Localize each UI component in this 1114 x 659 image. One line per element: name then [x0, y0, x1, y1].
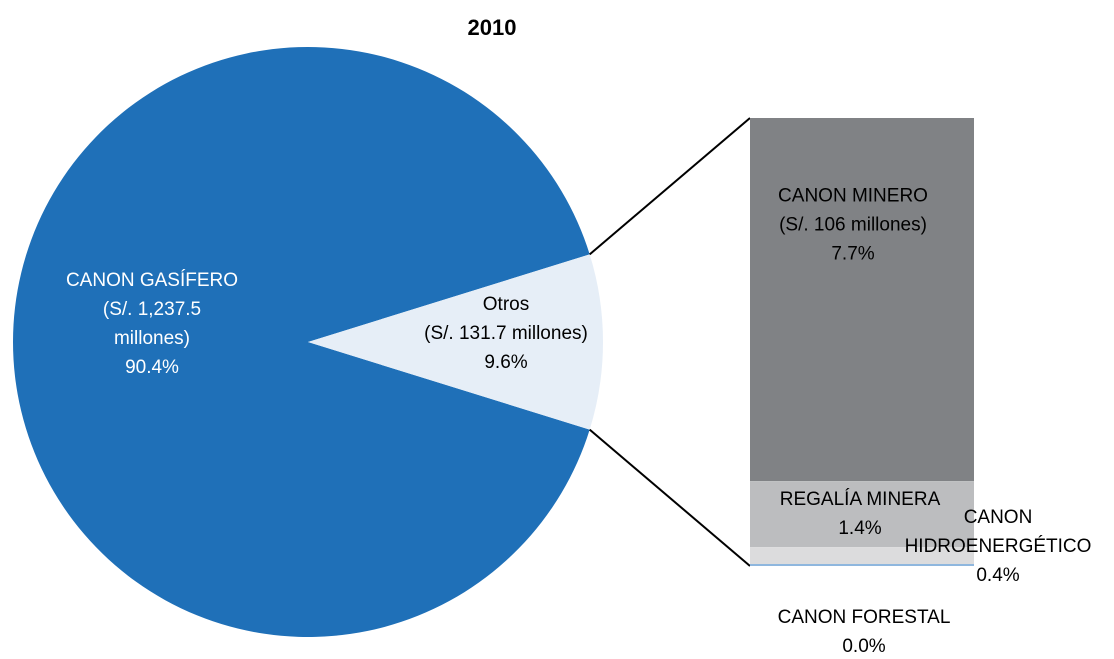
label-regalia-minera: REGALÍA MINERA 1.4% [780, 489, 941, 539]
bar-segment-canon-minero [750, 118, 974, 482]
label-otros-line: (S/. 131.7 millones) [424, 323, 588, 344]
bar-segment-canon-forestal [750, 564, 974, 566]
stacked-bar [750, 118, 974, 566]
pie [13, 46, 603, 637]
bar-segment-canon-hidroenergetico [750, 547, 974, 566]
label-regalia-minera-line: 1.4% [838, 518, 881, 539]
label-canon-hidroenergetico-line: CANON [964, 507, 1033, 528]
connector-lines [589, 117, 751, 567]
chart-title: 2010 [468, 15, 517, 40]
label-canon-gasifero: CANON GASÍFERO (S/. 1,237.5 millones) 90.4% [66, 270, 238, 378]
label-canon-gasifero-line: CANON GASÍFERO [66, 270, 238, 291]
data-labels: CANON GASÍFERO (S/. 1,237.5 millones) 90.4%… [66, 186, 1091, 657]
bar-segment-regalia-minera [750, 481, 974, 548]
label-canon-minero: CANON MINERO (S/. 106 millones) 7.7% [778, 186, 928, 265]
label-canon-minero-line: (S/. 106 millones) [779, 215, 927, 236]
label-canon-minero-line: CANON MINERO [778, 186, 928, 207]
label-canon-hidroenergetico-line: HIDROENERGÉTICO [905, 536, 1092, 557]
connector-line-bottom [589, 428, 751, 567]
label-canon-gasifero-line: 90.4% [125, 357, 179, 378]
label-canon-gasifero-line: (S/. 1,237.5 [103, 299, 201, 320]
label-canon-gasifero-line: millones) [114, 328, 190, 349]
label-canon-forestal: CANON FORESTAL 0.0% [778, 607, 951, 657]
label-regalia-minera-line: REGALÍA MINERA [780, 489, 941, 510]
label-canon-forestal-line: 0.0% [842, 636, 885, 657]
connector-line-top [589, 117, 751, 256]
label-otros-line: Otros [483, 294, 529, 315]
label-canon-hidroenergetico: CANON HIDROENERGÉTICO 0.4% [905, 507, 1092, 586]
pie-slice-canon-gasifero [13, 46, 590, 637]
pie-slice-otros [308, 254, 603, 430]
label-otros: Otros (S/. 131.7 millones) 9.6% [424, 294, 588, 373]
label-canon-forestal-line: CANON FORESTAL [778, 607, 951, 628]
label-canon-minero-line: 7.7% [831, 244, 874, 265]
label-otros-line: 9.6% [484, 352, 527, 373]
label-canon-hidroenergetico-line: 0.4% [976, 565, 1019, 586]
